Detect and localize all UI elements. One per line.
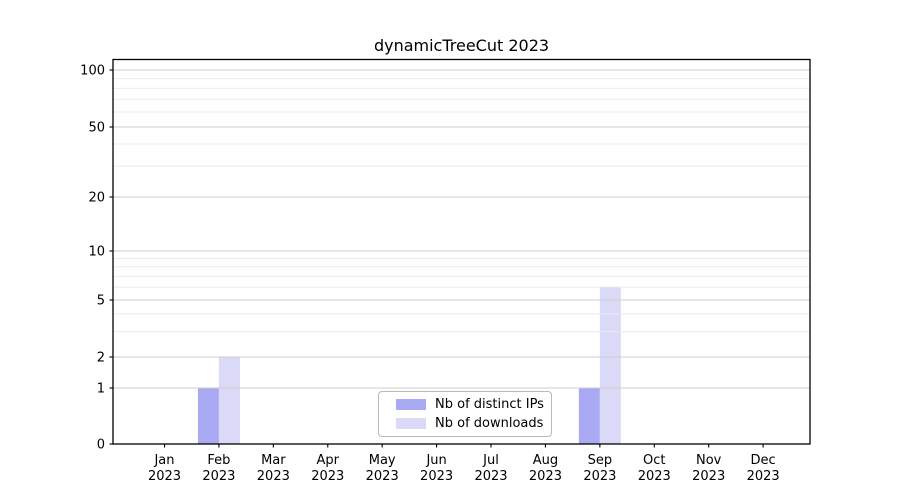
legend-swatch-downloads <box>396 418 426 429</box>
x-tick-label-month: Jan <box>153 453 174 468</box>
x-tick-label-month: Nov <box>696 453 722 468</box>
x-tick-label-year: 2023 <box>420 469 453 484</box>
bar-downloads-sep <box>599 287 621 444</box>
bar-distinct-ips-feb <box>197 388 219 444</box>
y-tick-label: 20 <box>88 191 105 206</box>
x-tick-label-year: 2023 <box>529 469 562 484</box>
y-tick-label: 0 <box>97 438 105 453</box>
x-tick-label-year: 2023 <box>583 469 616 484</box>
y-tick-label: 5 <box>97 294 105 309</box>
x-tick-label-year: 2023 <box>638 469 671 484</box>
y-tick-label: 2 <box>97 351 105 366</box>
y-tick-label: 100 <box>80 64 105 79</box>
x-tick-label-month: Jun <box>425 453 446 468</box>
y-tick-label: 10 <box>88 245 105 260</box>
x-tick-label-month: Oct <box>643 453 665 468</box>
x-tick-label-year: 2023 <box>311 469 344 484</box>
legend-label-distinct-ips: Nb of distinct IPs <box>435 397 544 412</box>
y-tick-label: 1 <box>97 382 105 397</box>
bar-distinct-ips-sep <box>578 388 600 444</box>
x-tick-label-year: 2023 <box>747 469 780 484</box>
x-tick-label-year: 2023 <box>474 469 507 484</box>
x-tick-label-month: Aug <box>533 453 558 468</box>
legend-item-downloads: Nb of downloads <box>396 416 551 431</box>
x-tick-label-month: May <box>369 453 396 468</box>
x-tick-label-month: Dec <box>751 453 776 468</box>
y-tick-label: 50 <box>88 121 105 136</box>
x-tick-label-year: 2023 <box>257 469 290 484</box>
legend-swatch-distinct-ips <box>396 399 426 410</box>
legend: Nb of distinct IPs Nb of downloads <box>378 391 552 437</box>
legend-label-downloads: Nb of downloads <box>435 416 544 431</box>
legend-item-distinct-ips: Nb of distinct IPs <box>396 397 551 412</box>
chart-title: dynamicTreeCut 2023 <box>373 36 550 55</box>
x-tick-label-month: Apr <box>317 453 340 468</box>
x-tick-label-month: Sep <box>588 453 613 468</box>
x-tick-label-year: 2023 <box>692 469 725 484</box>
bar-downloads-feb <box>218 357 240 444</box>
plot-frame <box>112 58 811 445</box>
x-tick-label-year: 2023 <box>148 469 181 484</box>
x-tick-label-month: Mar <box>261 453 286 468</box>
x-tick-label-year: 2023 <box>366 469 399 484</box>
x-tick-label-year: 2023 <box>202 469 235 484</box>
x-tick-label-month: Feb <box>207 453 230 468</box>
x-tick-label-month: Jul <box>482 453 499 468</box>
